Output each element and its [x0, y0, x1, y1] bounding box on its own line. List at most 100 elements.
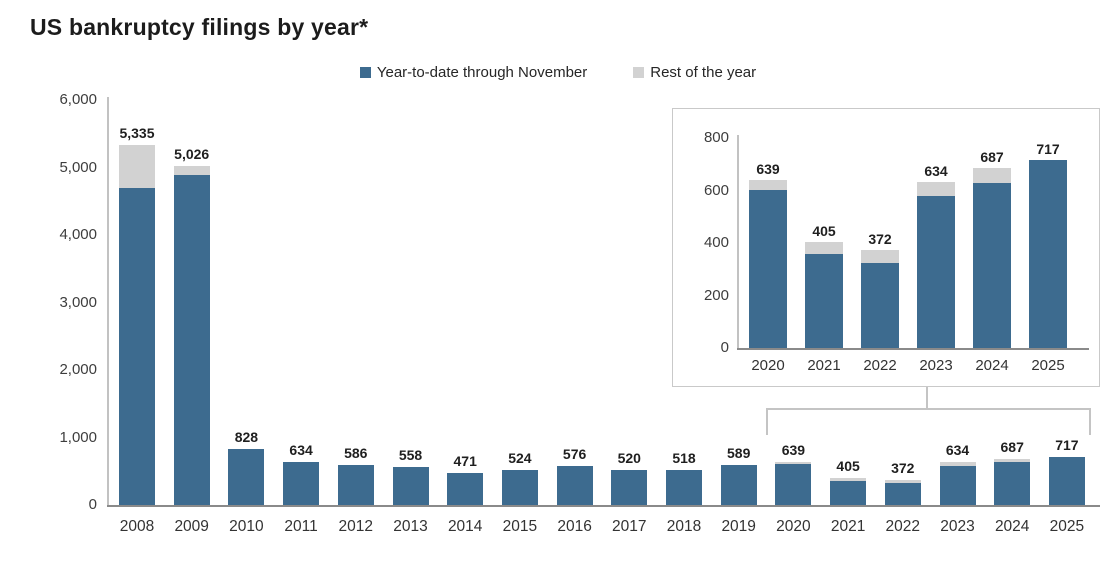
- bar-2025-value-label: 717: [1036, 140, 1060, 157]
- bar-2015: [501, 469, 538, 505]
- x-label-2022: 2022: [885, 518, 921, 535]
- y-axis-line: [107, 97, 109, 506]
- bar-2024-value-label: 687: [1000, 438, 1024, 455]
- bar-2016-value-label: 576: [562, 446, 587, 463]
- bar-2017: [611, 469, 648, 505]
- bar-2024: [973, 167, 1011, 348]
- y-tick-6000: 6,000: [59, 91, 97, 108]
- bar-2020-rest-segment: [775, 461, 812, 465]
- bar-2019-ytd-segment: [720, 465, 757, 505]
- x-label-2021: 2021: [830, 518, 866, 535]
- bar-2023: [917, 181, 955, 348]
- y-tick-200: 200: [703, 286, 729, 304]
- x-label-2013: 2013: [393, 518, 428, 535]
- bar-2021: [830, 477, 867, 505]
- inset-bracket-left-tick: [766, 408, 768, 435]
- bar-2023-rest-segment: [939, 462, 976, 466]
- bar-2021-rest-segment: [830, 477, 867, 481]
- bar-2008-ytd-segment: [119, 187, 155, 505]
- bar-2021-ytd-segment: [805, 253, 843, 348]
- y-axis-line: [737, 135, 739, 349]
- bar-2023-ytd-segment: [939, 465, 976, 505]
- x-label-2010: 2010: [229, 518, 264, 535]
- bar-2021: [805, 241, 843, 348]
- bar-2024-value-label: 687: [980, 148, 1004, 165]
- inset-chart-panel: 800 600 400 200 0 639 2020 405 2021 372 2022 634 202…: [672, 108, 1100, 387]
- x-label-2024: 2024: [975, 357, 1009, 374]
- y-tick-0: 0: [720, 339, 729, 356]
- x-label-2014: 2014: [447, 518, 483, 535]
- y-tick-3000: 3,000: [59, 293, 97, 311]
- bar-2025: [1029, 159, 1067, 348]
- y-tick-600: 600: [703, 181, 729, 199]
- x-label-2025: 2025: [1031, 357, 1065, 374]
- x-label-2020: 2020: [751, 357, 785, 374]
- bar-2008-value-label: 5,335: [119, 124, 155, 141]
- bar-2017-ytd-segment: [611, 469, 648, 505]
- bar-2010: [228, 449, 265, 505]
- x-label-2023: 2023: [919, 357, 953, 374]
- bar-2017-value-label: 520: [617, 449, 641, 466]
- bar-2020-ytd-segment: [775, 464, 812, 505]
- bar-2013-ytd-segment: [392, 467, 429, 505]
- legend-item-rest: Rest of the year: [633, 64, 756, 81]
- x-label-2018: 2018: [666, 518, 702, 535]
- bar-2009-value-label: 5,026: [174, 145, 210, 162]
- x-label-2025: 2025: [1049, 518, 1085, 535]
- legend-swatch-rest-icon: [633, 67, 645, 78]
- bar-2022: [884, 479, 921, 505]
- bar-2013-value-label: 558: [398, 447, 423, 464]
- inset-bracket-right-tick: [1089, 408, 1091, 435]
- bar-2008-rest-segment: [119, 144, 155, 188]
- bar-2022-value-label: 372: [891, 459, 915, 476]
- bar-2019-value-label: 589: [727, 445, 751, 462]
- bar-2024-rest-segment: [994, 458, 1031, 463]
- x-label-2017: 2017: [612, 518, 647, 535]
- bar-2008: [119, 144, 155, 505]
- x-axis-line: [737, 348, 1089, 350]
- bar-2011-ytd-segment: [283, 462, 320, 505]
- bar-2013: [392, 467, 429, 505]
- bar-2025-ytd-segment: [1048, 456, 1085, 505]
- bar-2020: [775, 461, 812, 505]
- bar-2023-value-label: 634: [945, 442, 970, 459]
- bar-2020: [749, 180, 787, 348]
- bar-2023-ytd-segment: [917, 195, 955, 348]
- y-tick-5000: 5,000: [59, 158, 97, 176]
- x-label-2024: 2024: [994, 518, 1030, 535]
- bar-2016: [556, 466, 593, 505]
- chart-title: US bankruptcy filings by year*: [30, 14, 369, 40]
- legend-label-ytd: Year-to-date through November: [376, 64, 588, 81]
- bar-2023-value-label: 634: [924, 162, 948, 179]
- y-tick-800: 800: [703, 129, 729, 146]
- bar-2025-value-label: 717: [1055, 436, 1079, 453]
- x-label-2022: 2022: [863, 357, 897, 374]
- legend-label-rest: Rest of the year: [650, 64, 757, 81]
- x-label-2009: 2009: [174, 518, 209, 535]
- bar-2012: [337, 465, 374, 505]
- bar-2024: [994, 458, 1031, 505]
- bar-2012-ytd-segment: [337, 465, 374, 505]
- x-label-2015: 2015: [502, 518, 538, 535]
- bar-2024-rest-segment: [973, 167, 1011, 183]
- legend-swatch-ytd-icon: [359, 67, 371, 78]
- bar-2010-value-label: 828: [234, 429, 259, 446]
- bar-2021-ytd-segment: [830, 480, 867, 505]
- x-label-2012: 2012: [338, 518, 374, 535]
- bar-2021-value-label: 405: [812, 222, 836, 239]
- bar-2025-ytd-segment: [1029, 159, 1067, 348]
- bar-2009-ytd-segment: [173, 174, 210, 505]
- bar-2020-ytd-segment: [749, 190, 787, 348]
- x-label-2021: 2021: [807, 357, 841, 374]
- x-axis-line: [107, 505, 1100, 507]
- legend-item-ytd: Year-to-date through November: [359, 64, 588, 81]
- bar-2022-rest-segment: [861, 250, 899, 263]
- y-tick-4000: 4,000: [59, 226, 97, 243]
- inset-bracket-top: [766, 408, 1091, 410]
- bar-2018-value-label: 518: [672, 450, 696, 467]
- y-tick-0: 0: [88, 496, 97, 513]
- bar-2022-rest-segment: [884, 479, 921, 484]
- bar-2011-value-label: 634: [289, 442, 313, 459]
